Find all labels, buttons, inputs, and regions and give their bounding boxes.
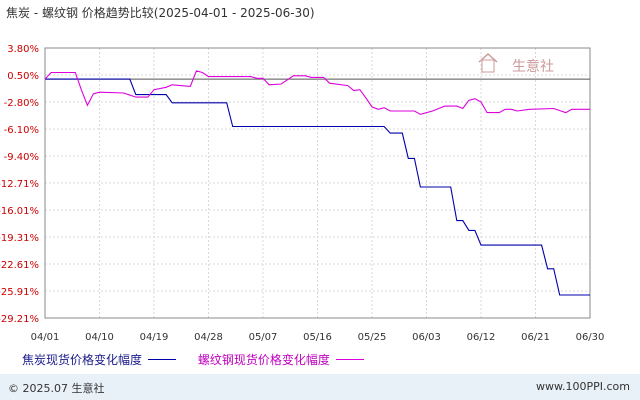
legend-label-rebar: 螺纹钢现货价格变化幅度 xyxy=(197,353,330,367)
x-tick-label: 04/10 xyxy=(85,332,114,343)
x-tick-label: 05/16 xyxy=(303,332,332,343)
watermark-logo: 生意社 xyxy=(478,52,554,75)
x-tick-label: 04/19 xyxy=(140,332,169,343)
legend-swatch-coke xyxy=(148,359,177,360)
x-tick-label: 06/12 xyxy=(467,332,496,343)
legend-label-coke: 焦炭现货价格变化幅度 xyxy=(22,353,143,367)
y-tick-label: -6.10% xyxy=(4,125,39,136)
series-line-rebar xyxy=(44,70,590,115)
footer-copyright: © 2025.07 生意社 xyxy=(8,382,105,395)
y-tick-label: -12.71% xyxy=(0,179,39,190)
y-tick-label: -2.80% xyxy=(4,98,39,109)
x-tick-label: 05/25 xyxy=(358,332,387,343)
y-tick-label: -9.40% xyxy=(4,152,39,163)
legend-swatch-rebar xyxy=(335,359,364,360)
chart-title: 焦炭 - 螺纹钢 价格趋势比较(2025-04-01 - 2025-06-30) xyxy=(6,6,315,20)
y-tick-label: -25.91% xyxy=(0,287,39,298)
x-tick-label: 06/30 xyxy=(576,332,605,343)
watermark-text: 生意社 xyxy=(512,58,554,75)
y-tick-label: -22.61% xyxy=(0,260,39,271)
footer-site-link[interactable]: www.100PPI.com xyxy=(536,380,630,393)
y-tick-label: -19.31% xyxy=(0,233,39,244)
legend-item-rebar: 螺纹钢现货价格变化幅度 xyxy=(198,351,364,368)
x-tick-label: 05/07 xyxy=(249,332,278,343)
legend-item-coke: 焦炭现货价格变化幅度 xyxy=(22,351,177,368)
series-line-coke xyxy=(45,78,590,296)
y-tick-label: -16.01% xyxy=(0,206,39,217)
x-tick-label: 06/03 xyxy=(412,332,441,343)
y-tick-label: 0.50% xyxy=(7,71,39,82)
y-tick-label: -29.21% xyxy=(0,314,39,325)
x-tick-label: 04/28 xyxy=(194,332,223,343)
x-tick-label: 04/01 xyxy=(31,332,60,343)
y-tick-label: 3.80% xyxy=(7,44,39,55)
x-tick-label: 06/21 xyxy=(521,332,550,343)
plot-frame xyxy=(44,47,591,319)
footer-bar: © 2025.07 生意社 www.100PPI.com xyxy=(0,374,640,400)
chart-legend: 焦炭现货价格变化幅度 螺纹钢现货价格变化幅度 xyxy=(22,351,382,368)
